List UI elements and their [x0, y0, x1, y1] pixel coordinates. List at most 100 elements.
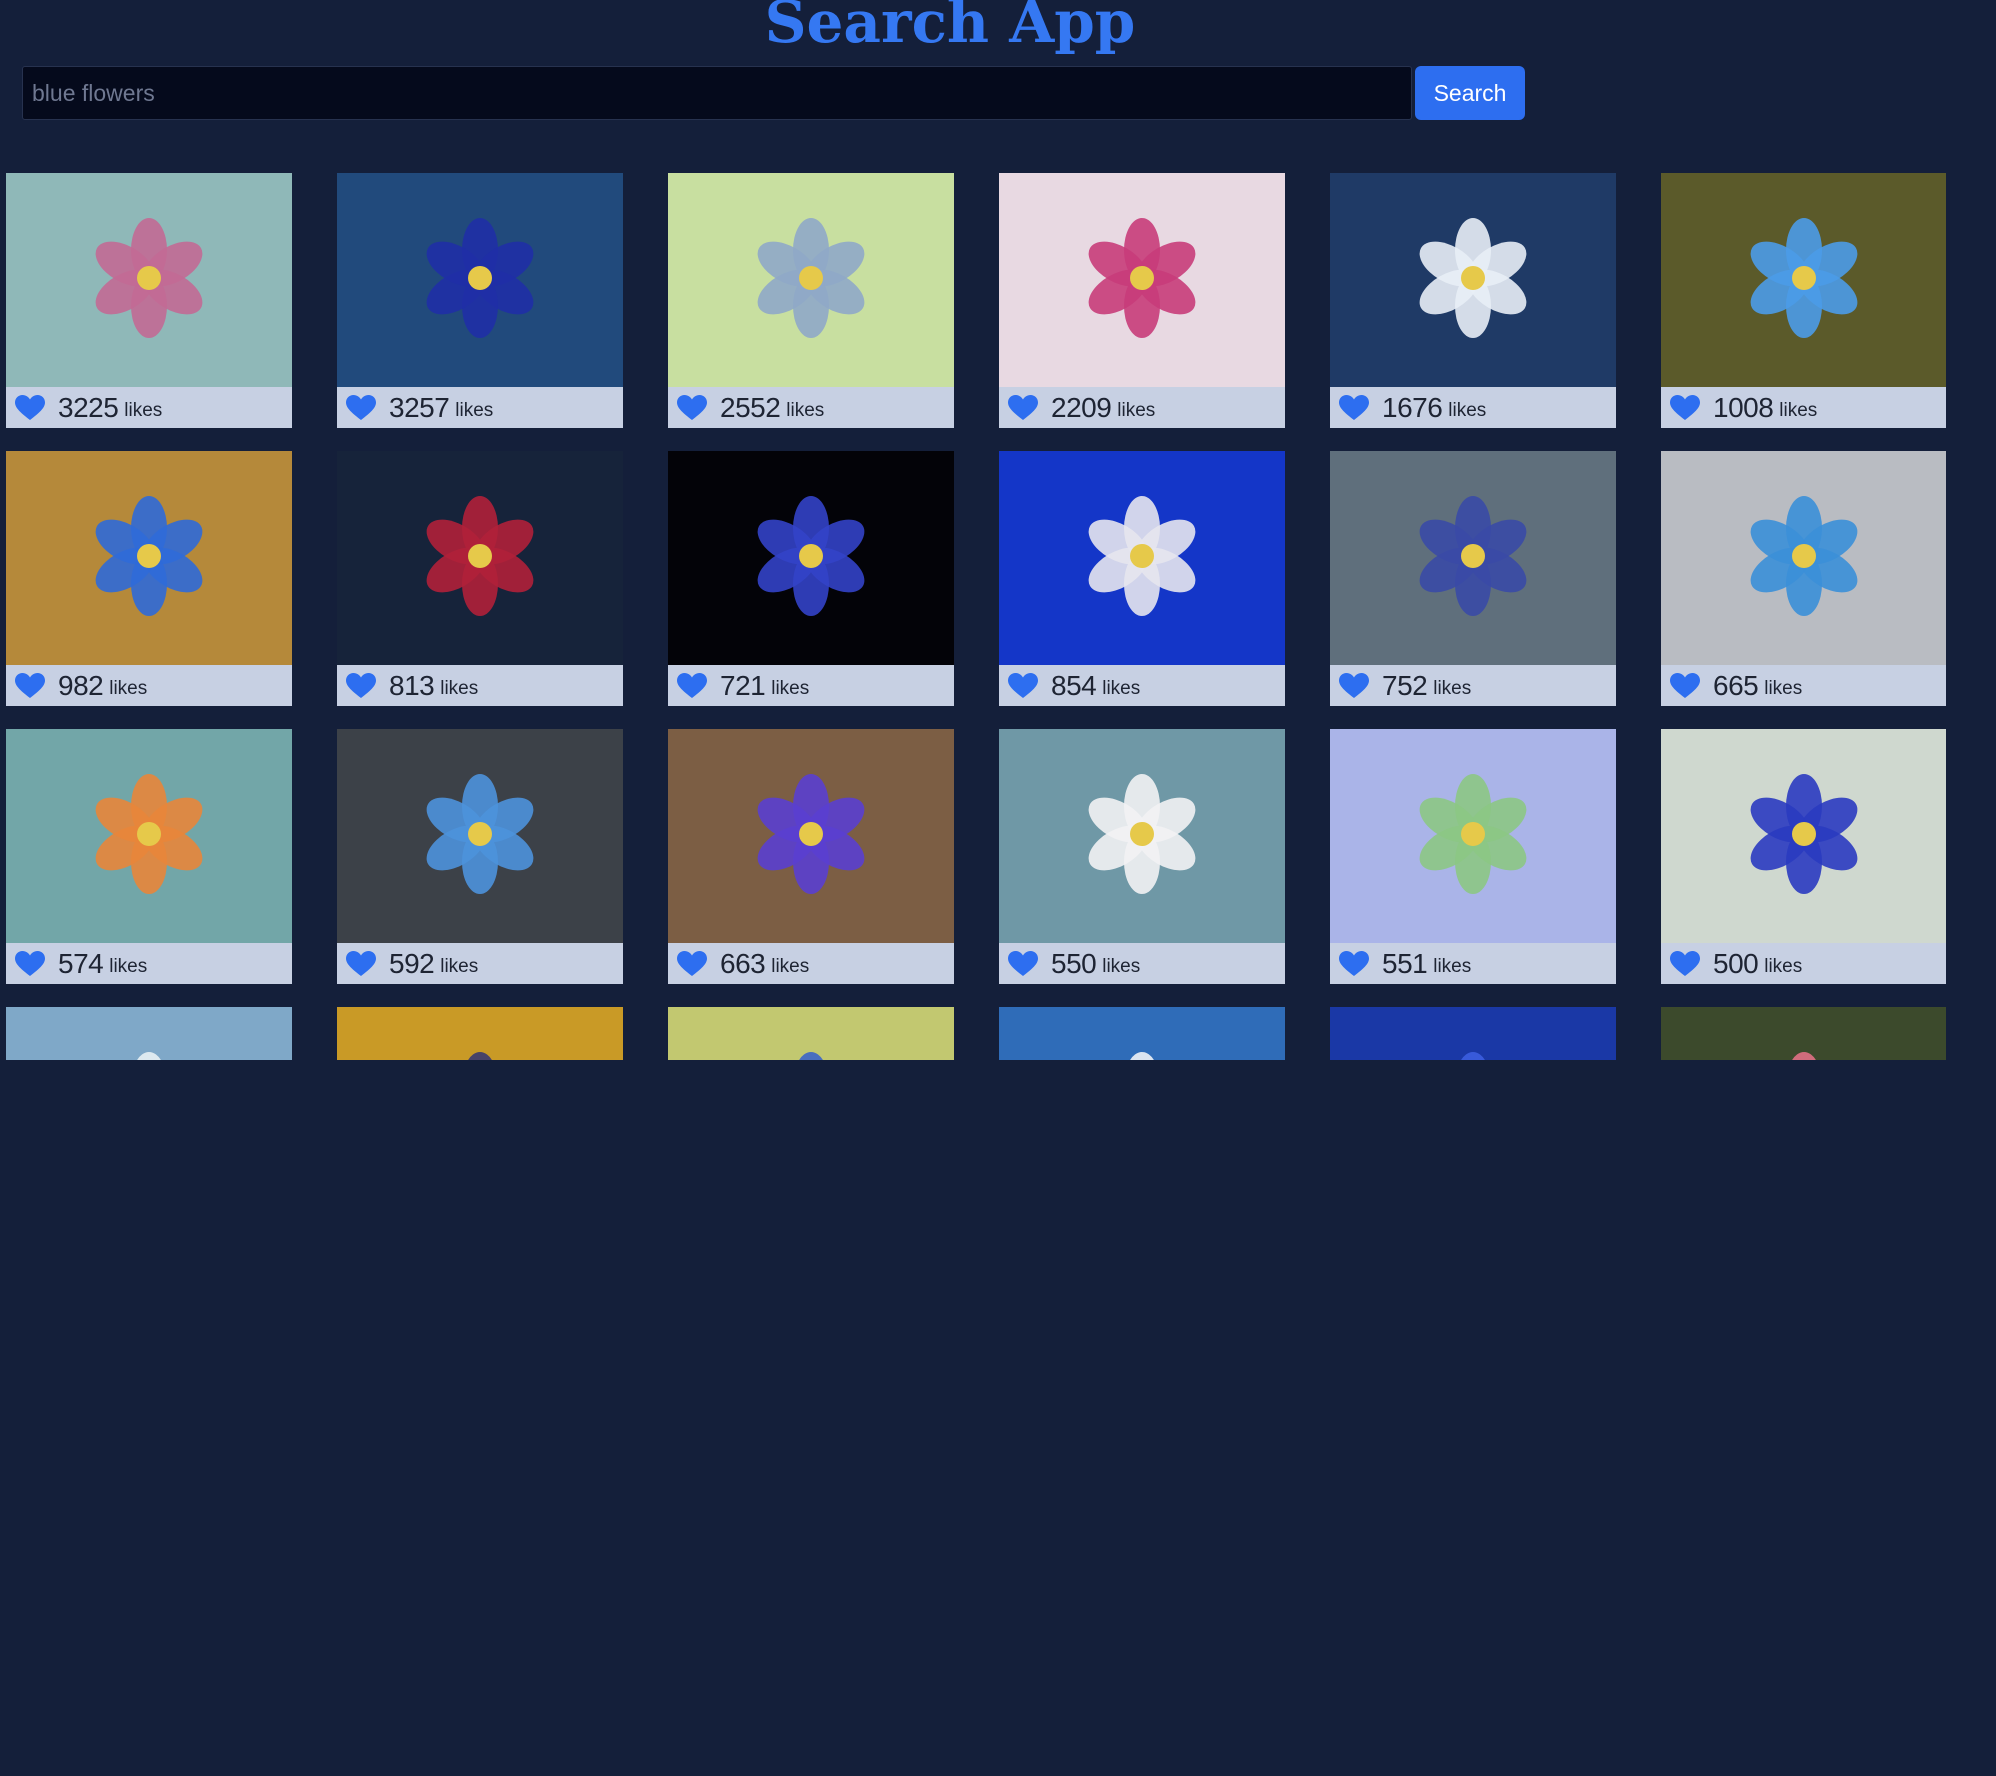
result-image[interactable]	[668, 173, 954, 387]
heart-icon[interactable]	[1339, 672, 1369, 699]
likes-bar: 2209 likes	[999, 387, 1285, 428]
likes-bar: 574 likes	[6, 943, 292, 984]
heart-icon[interactable]	[15, 950, 45, 977]
result-card[interactable]: 3257 likes	[337, 173, 623, 428]
result-card[interactable]	[999, 1007, 1285, 1060]
likes-bar: 982 likes	[6, 665, 292, 706]
likes-bar: 665 likes	[1661, 665, 1946, 706]
result-card[interactable]: 663 likes	[668, 729, 954, 984]
like-unit: likes	[786, 400, 825, 421]
result-card[interactable]: 2552 likes	[668, 173, 954, 428]
result-image[interactable]	[1661, 1007, 1946, 1060]
result-card[interactable]: 592 likes	[337, 729, 623, 984]
like-unit: likes	[440, 678, 479, 699]
result-card[interactable]	[1661, 1007, 1946, 1060]
like-unit: likes	[124, 400, 163, 421]
result-card[interactable]: 2209 likes	[999, 173, 1285, 428]
result-image[interactable]	[668, 1007, 954, 1060]
heart-icon[interactable]	[677, 394, 707, 421]
heart-icon[interactable]	[346, 394, 376, 421]
result-card[interactable]: 721 likes	[668, 451, 954, 706]
result-card[interactable]: 1008 likes	[1661, 173, 1946, 428]
result-image[interactable]	[1661, 451, 1946, 665]
like-unit: likes	[1102, 956, 1141, 977]
result-image[interactable]	[1330, 173, 1616, 387]
result-image[interactable]	[1330, 451, 1616, 665]
result-image[interactable]	[6, 173, 292, 387]
heart-icon[interactable]	[346, 672, 376, 699]
result-card[interactable]: 665 likes	[1661, 451, 1946, 706]
results-grid: 3225 likes 3257 likes 2552 likes 2209 likes 1676…	[6, 173, 1946, 1060]
like-unit: likes	[771, 956, 810, 977]
result-image[interactable]	[337, 173, 623, 387]
like-unit: likes	[1764, 678, 1803, 699]
result-image[interactable]	[6, 729, 292, 943]
heart-icon[interactable]	[1670, 672, 1700, 699]
like-count: 500	[1713, 947, 1759, 979]
like-count: 3257	[389, 391, 450, 423]
result-image[interactable]	[999, 173, 1285, 387]
result-image[interactable]	[1330, 1007, 1616, 1060]
like-unit: likes	[1433, 956, 1472, 977]
like-unit: likes	[1764, 956, 1803, 977]
search-input[interactable]	[22, 66, 1412, 120]
result-card[interactable]: 982 likes	[6, 451, 292, 706]
result-card[interactable]	[1330, 1007, 1616, 1060]
result-card[interactable]: 3225 likes	[6, 173, 292, 428]
result-image[interactable]	[337, 451, 623, 665]
heart-icon[interactable]	[677, 672, 707, 699]
like-unit: likes	[1117, 400, 1156, 421]
heart-icon[interactable]	[1008, 672, 1038, 699]
like-unit: likes	[1433, 678, 1472, 699]
heart-icon[interactable]	[1670, 950, 1700, 977]
like-count: 813	[389, 669, 435, 701]
result-card[interactable]	[337, 1007, 623, 1060]
like-count: 854	[1051, 669, 1097, 701]
like-count: 550	[1051, 947, 1097, 979]
like-unit: likes	[771, 678, 810, 699]
heart-icon[interactable]	[1670, 394, 1700, 421]
result-image[interactable]	[668, 729, 954, 943]
heart-icon[interactable]	[15, 672, 45, 699]
result-card[interactable]: 574 likes	[6, 729, 292, 984]
result-card[interactable]: 550 likes	[999, 729, 1285, 984]
result-card[interactable]: 854 likes	[999, 451, 1285, 706]
like-count: 574	[58, 947, 104, 979]
like-unit: likes	[455, 400, 494, 421]
result-image[interactable]	[337, 1007, 623, 1060]
result-card[interactable]: 500 likes	[1661, 729, 1946, 984]
heart-icon[interactable]	[346, 950, 376, 977]
heart-icon[interactable]	[15, 394, 45, 421]
heart-icon[interactable]	[1008, 950, 1038, 977]
result-card[interactable]: 752 likes	[1330, 451, 1616, 706]
result-image[interactable]	[6, 451, 292, 665]
like-count: 551	[1382, 947, 1428, 979]
result-image[interactable]	[1661, 729, 1946, 943]
result-image[interactable]	[6, 1007, 292, 1060]
result-image[interactable]	[1330, 729, 1616, 943]
like-count: 3225	[58, 391, 119, 423]
heart-icon[interactable]	[677, 950, 707, 977]
like-count: 1008	[1713, 391, 1774, 423]
likes-bar: 550 likes	[999, 943, 1285, 984]
result-card[interactable]	[668, 1007, 954, 1060]
result-card[interactable]: 1676 likes	[1330, 173, 1616, 428]
result-image[interactable]	[668, 451, 954, 665]
result-image[interactable]	[1661, 173, 1946, 387]
like-unit: likes	[1102, 678, 1141, 699]
like-count: 1676	[1382, 391, 1443, 423]
result-image[interactable]	[999, 729, 1285, 943]
result-card[interactable]: 813 likes	[337, 451, 623, 706]
result-card[interactable]: 551 likes	[1330, 729, 1616, 984]
result-image[interactable]	[999, 1007, 1285, 1060]
likes-bar: 721 likes	[668, 665, 954, 706]
heart-icon[interactable]	[1339, 950, 1369, 977]
search-button[interactable]: Search	[1415, 66, 1525, 120]
result-image[interactable]	[337, 729, 623, 943]
result-image[interactable]	[999, 451, 1285, 665]
heart-icon[interactable]	[1008, 394, 1038, 421]
app-title: Search App	[764, 0, 1136, 56]
likes-bar: 813 likes	[337, 665, 623, 706]
heart-icon[interactable]	[1339, 394, 1369, 421]
result-card[interactable]	[6, 1007, 292, 1060]
